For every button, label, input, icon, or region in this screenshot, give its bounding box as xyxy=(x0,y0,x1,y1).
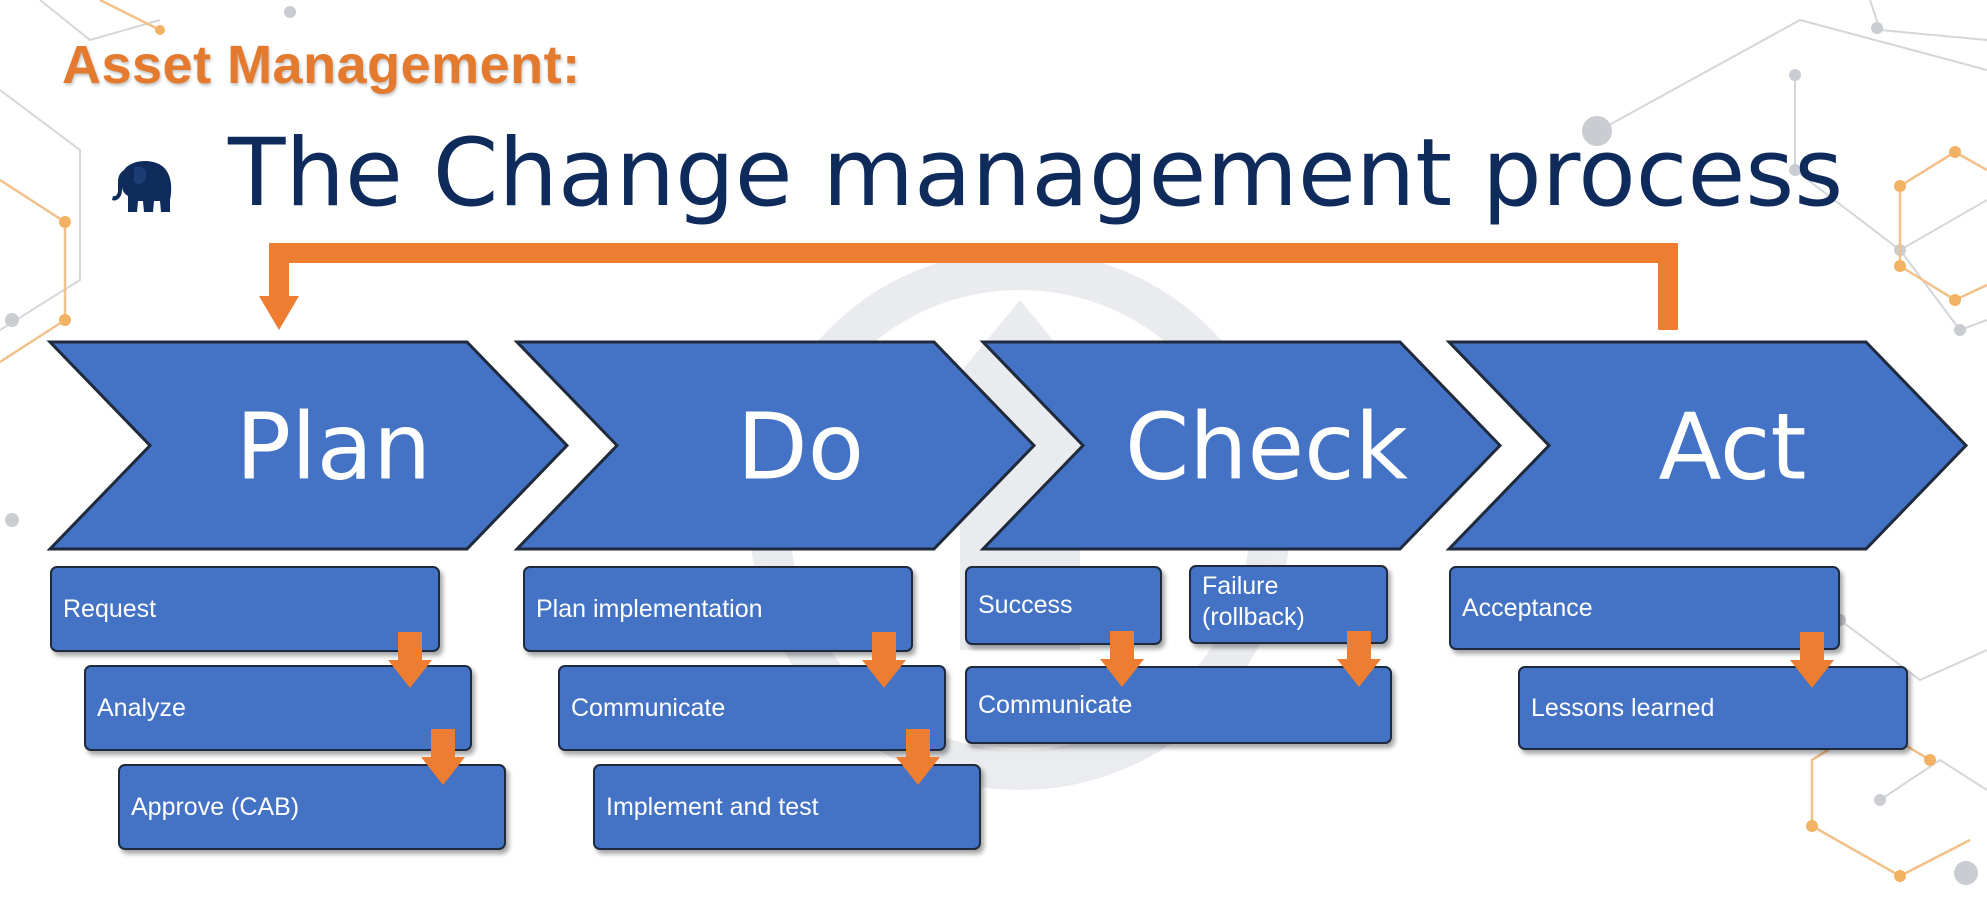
phase-chevron-act: Act xyxy=(1445,340,1969,551)
step-label: Implement and test xyxy=(606,792,819,821)
step-label: Communicate xyxy=(571,693,726,722)
down-arrow-icon xyxy=(1337,631,1381,687)
phase-label: Plan xyxy=(236,394,432,501)
phase-label: Do xyxy=(737,394,864,501)
step-label: Acceptance xyxy=(1462,593,1593,622)
step-label: Analyze xyxy=(97,693,186,722)
elephant-icon xyxy=(112,161,172,212)
network-nodes-gray xyxy=(5,6,1978,885)
phase-chevron-do: Do xyxy=(513,340,1037,551)
step-box: Plan implementation xyxy=(523,566,913,652)
step-label: Request xyxy=(63,594,157,623)
down-arrow-icon xyxy=(421,729,465,785)
step-label: Communicate xyxy=(978,690,1133,719)
down-arrow-icon xyxy=(862,632,906,688)
step-box: Acceptance xyxy=(1449,566,1840,650)
step-box: Communicate xyxy=(965,666,1392,744)
down-arrow-icon xyxy=(1790,632,1834,688)
step-label: Approve (CAB) xyxy=(131,792,300,821)
down-arrow-icon xyxy=(896,729,940,785)
down-arrow-icon xyxy=(1100,631,1144,687)
step-box: Failure (rollback) xyxy=(1189,565,1388,644)
step-box: Request xyxy=(50,566,440,652)
feedback-loop-arrow xyxy=(259,243,1678,330)
page-title: The Change management process xyxy=(228,119,1844,228)
down-arrow-icon xyxy=(388,632,432,688)
step-box: Lessons learned xyxy=(1518,666,1908,750)
phase-chevron-plan: Plan xyxy=(46,340,570,551)
phase-chevron-check: Check xyxy=(979,340,1503,551)
step-label: Failure (rollback) xyxy=(1202,571,1305,631)
network-nodes-orange xyxy=(59,25,1961,882)
phase-label: Act xyxy=(1659,394,1807,501)
heading: Asset Management: xyxy=(62,35,581,95)
step-label: Plan implementation xyxy=(536,594,763,623)
step-label: Success xyxy=(978,591,1073,619)
phase-label: Check xyxy=(1125,394,1409,501)
step-label: Lessons learned xyxy=(1531,693,1715,722)
